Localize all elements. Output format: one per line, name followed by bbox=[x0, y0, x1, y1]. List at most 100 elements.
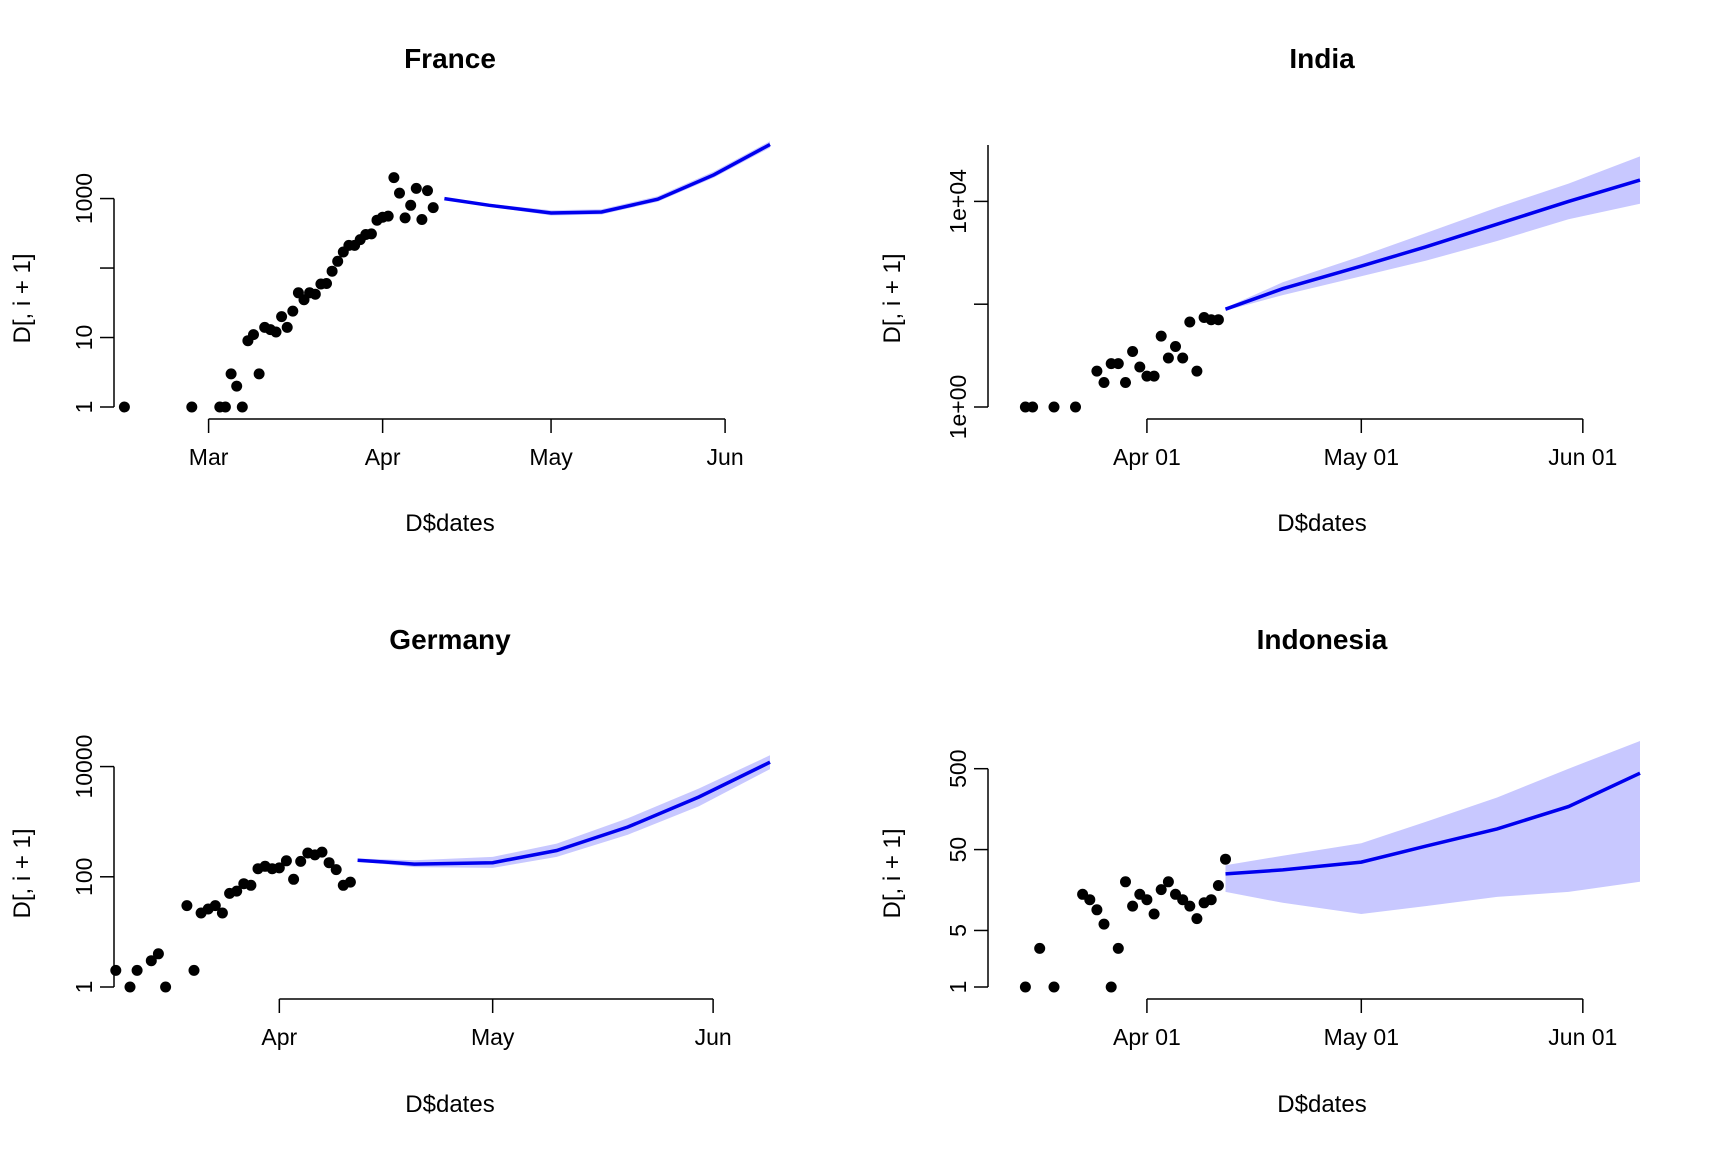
data-point bbox=[1220, 853, 1231, 865]
x-axis-label: D$dates bbox=[1277, 1091, 1366, 1118]
y-axis-label: D[, i + 1] bbox=[9, 828, 36, 918]
chart-title: Indonesia bbox=[1257, 624, 1388, 655]
data-point bbox=[1191, 365, 1203, 377]
data-point bbox=[209, 900, 221, 912]
data-point bbox=[1127, 900, 1139, 912]
data-point bbox=[124, 981, 136, 993]
x-tick-label: Apr bbox=[261, 1024, 297, 1050]
data-point bbox=[1120, 876, 1131, 888]
data-point bbox=[219, 401, 231, 413]
y-tick-label: 50 bbox=[945, 837, 971, 863]
data-point bbox=[253, 368, 265, 380]
data-point bbox=[1162, 352, 1174, 364]
x-tick-label: Apr bbox=[365, 444, 401, 470]
data-point bbox=[399, 212, 411, 224]
x-tick-label: Jun 01 bbox=[1548, 1024, 1617, 1050]
y-tick-label: 1e+04 bbox=[945, 169, 971, 234]
data-point bbox=[288, 873, 300, 885]
data-point bbox=[382, 210, 394, 222]
data-point bbox=[427, 202, 439, 214]
data-point bbox=[160, 981, 172, 993]
data-point bbox=[321, 278, 332, 289]
data-point bbox=[1098, 377, 1110, 388]
x-tick-label: Apr 01 bbox=[1113, 444, 1181, 470]
data-point bbox=[323, 857, 335, 869]
y-tick-label: 1000 bbox=[71, 173, 97, 224]
x-axis-label: D$dates bbox=[405, 1091, 494, 1118]
data-point bbox=[188, 964, 200, 976]
x-tick-label: Mar bbox=[189, 444, 229, 470]
data-point bbox=[1212, 880, 1224, 891]
y-tick-label: 1 bbox=[945, 981, 971, 994]
y-axis-label: D[, i + 1] bbox=[879, 253, 906, 343]
chart-panel-germany: Germany D$dates D[, i + 1] 1 100 10000 Apr May J… bbox=[9, 624, 771, 1118]
x-tick-label: Apr 01 bbox=[1113, 1024, 1181, 1050]
data-point bbox=[245, 879, 257, 891]
data-point bbox=[231, 885, 243, 897]
chart-panel-france: France D$dates D[, i + 1] 1 10 1000 Mar Apr May J… bbox=[9, 43, 771, 537]
data-point bbox=[1112, 358, 1124, 370]
data-point bbox=[270, 326, 282, 338]
data-point bbox=[110, 964, 122, 976]
data-point bbox=[1205, 894, 1217, 906]
x-tick-label: May 01 bbox=[1324, 1024, 1399, 1050]
data-point bbox=[405, 199, 417, 211]
forecast-line bbox=[1224, 178, 1641, 311]
data-point bbox=[1177, 352, 1189, 364]
y-axis-label: D[, i + 1] bbox=[9, 253, 36, 343]
data-point bbox=[1084, 894, 1096, 906]
data-point bbox=[1048, 981, 1060, 993]
data-point bbox=[1127, 346, 1139, 357]
data-point bbox=[281, 321, 293, 333]
y-tick-label: 1 bbox=[71, 981, 97, 994]
data-point bbox=[1155, 330, 1167, 342]
data-point bbox=[394, 187, 405, 199]
data-point bbox=[326, 265, 338, 277]
chart-title: India bbox=[1289, 43, 1355, 74]
data-point bbox=[1070, 401, 1081, 413]
y-tick-label: 1e+00 bbox=[945, 375, 971, 440]
data-point bbox=[276, 311, 288, 323]
data-point bbox=[145, 955, 157, 967]
data-point bbox=[422, 185, 433, 197]
data-point bbox=[1105, 981, 1117, 993]
forecast-band bbox=[357, 755, 770, 868]
chart-panel-india: India D$dates D[, i + 1] 1e+00 1e+04 Apr 01 Ma… bbox=[879, 43, 1641, 537]
x-tick-label: May 01 bbox=[1324, 444, 1399, 470]
data-point bbox=[225, 368, 237, 380]
forecast-band bbox=[1225, 741, 1640, 914]
chart-title: France bbox=[404, 43, 496, 74]
data-point bbox=[365, 228, 377, 240]
x-tick-label: Jun bbox=[707, 444, 744, 470]
data-point bbox=[388, 172, 400, 184]
y-tick-label: 1 bbox=[71, 401, 97, 414]
data-point bbox=[1120, 377, 1131, 388]
data-point bbox=[152, 948, 164, 960]
y-tick-label: 5 bbox=[945, 924, 971, 937]
data-point bbox=[186, 401, 198, 413]
data-point bbox=[330, 864, 342, 876]
y-axis-label: D[, i + 1] bbox=[879, 828, 906, 918]
y-tick-label: 500 bbox=[945, 750, 971, 788]
data-point bbox=[231, 380, 243, 392]
forecast-band bbox=[1225, 156, 1640, 311]
forecast-line bbox=[444, 142, 771, 215]
x-tick-label: May bbox=[529, 444, 573, 470]
data-point bbox=[1091, 365, 1103, 377]
data-point bbox=[1177, 894, 1189, 906]
data-point bbox=[248, 329, 259, 341]
data-point bbox=[316, 846, 328, 858]
data-point bbox=[295, 855, 307, 867]
data-point bbox=[236, 401, 248, 413]
data-point bbox=[416, 214, 428, 225]
data-point bbox=[1027, 401, 1039, 413]
data-point bbox=[1034, 942, 1046, 954]
data-point bbox=[344, 876, 356, 888]
data-point bbox=[1162, 876, 1174, 888]
data-point bbox=[410, 182, 422, 194]
x-tick-label: Jun bbox=[695, 1024, 732, 1050]
x-tick-label: Jun 01 bbox=[1548, 444, 1617, 470]
data-point bbox=[280, 855, 292, 867]
data-point bbox=[1019, 981, 1031, 993]
